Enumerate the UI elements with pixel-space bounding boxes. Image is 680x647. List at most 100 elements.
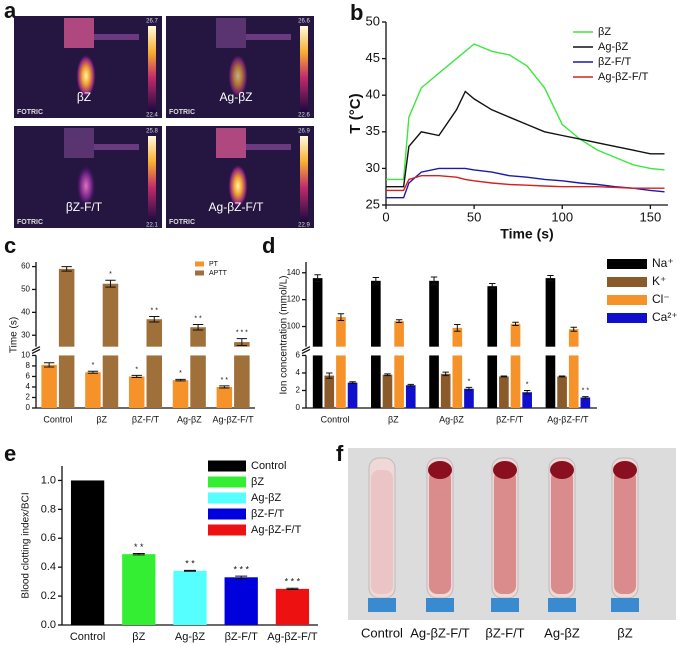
image-label: βZ	[77, 90, 91, 104]
error-bar	[407, 383, 414, 387]
bar	[371, 280, 381, 347]
x-tick-label: 100	[551, 209, 573, 224]
panel-letter: f	[336, 441, 344, 466]
legend-swatch	[208, 508, 246, 520]
y-axis-label: Blood clotting index/BCI	[21, 492, 32, 598]
legend-swatch	[607, 277, 647, 287]
bar	[216, 386, 233, 408]
bar	[394, 355, 404, 408]
legend-label: βZ-F/T	[251, 508, 284, 520]
bar	[510, 323, 521, 347]
error-bar	[570, 326, 577, 332]
y-tick-label: 140	[287, 268, 301, 277]
brand: FOTRIC	[17, 109, 43, 116]
x-tick-label: βZ-F/T	[496, 414, 524, 424]
y-tick-label: 0.6	[41, 532, 56, 544]
x-tick-label: βZ-F/T	[132, 414, 160, 424]
bar	[190, 355, 206, 408]
significance: *	[179, 370, 182, 377]
x-tick-label: Ag-βZ-F/T	[213, 414, 255, 424]
scale-max: 25.8	[146, 129, 158, 135]
x-tick-label: βZ-F/T	[225, 631, 258, 643]
clot	[493, 461, 517, 479]
error-bar	[131, 374, 142, 379]
arm	[94, 34, 139, 40]
bar	[190, 327, 206, 347]
bar	[580, 397, 591, 408]
brand: FOTRIC	[169, 219, 195, 226]
y-tick-label: 2	[296, 386, 301, 395]
bar	[146, 355, 163, 408]
clot	[550, 461, 574, 479]
axis-break	[301, 346, 311, 355]
legend-swatch	[195, 270, 204, 276]
y-tick-label: 30	[366, 160, 380, 175]
y-tick-label: 25	[366, 196, 380, 211]
error-bar	[523, 389, 531, 395]
error-bar	[465, 386, 473, 391]
error-bar	[500, 375, 508, 378]
tube-content	[614, 470, 636, 594]
error-bar	[149, 315, 160, 323]
x-tick-label: Control	[70, 631, 105, 643]
apparatus	[64, 18, 94, 48]
bar	[487, 286, 498, 347]
significance: * * *	[285, 577, 301, 587]
error-bar	[442, 371, 449, 377]
error-bar	[132, 552, 145, 556]
y-axis-label: T (°C)	[347, 93, 364, 133]
arm	[94, 144, 139, 150]
tube-label: Ag-βZ-F/T	[410, 625, 470, 640]
color-scale	[148, 26, 156, 112]
panel-letter: b	[350, 0, 363, 25]
error-bar	[337, 313, 345, 321]
legend-label: APTT	[209, 270, 228, 277]
legend-label: βZ	[251, 476, 264, 488]
error-bar	[87, 370, 99, 374]
legend-label: PT	[209, 261, 219, 268]
tube	[426, 457, 454, 612]
bar	[336, 355, 346, 408]
legend-swatch	[208, 460, 246, 472]
bar	[173, 570, 207, 625]
x-axis-label: Time (s)	[500, 226, 553, 242]
tube-content	[371, 470, 393, 594]
x-tick-label: Control	[321, 414, 350, 424]
significance: * *	[221, 377, 229, 384]
thermal-image: 26.7 22.4 FOTRIC βZ	[14, 16, 162, 119]
x-tick-label: Control	[43, 414, 72, 424]
bar	[312, 278, 323, 347]
y-tick-label: 0.8	[41, 503, 56, 515]
error-bar	[236, 338, 248, 347]
bar	[146, 319, 163, 347]
y-tick-label: 40	[21, 307, 30, 316]
y-tick-label: 60	[21, 262, 30, 271]
y-axis-label: Time (s)	[9, 317, 20, 353]
legend-swatch	[607, 313, 647, 323]
y-axis-label: Ion concentration (mmol/L)	[279, 276, 290, 395]
y-tick-label: 50	[366, 13, 380, 28]
significance: *	[526, 381, 529, 388]
hot-spot	[228, 54, 248, 98]
cap	[548, 598, 576, 612]
error-bar	[395, 319, 403, 323]
bar	[102, 283, 119, 347]
error-bar	[184, 569, 196, 572]
tube	[368, 457, 396, 612]
y-tick-label: 6	[296, 351, 301, 360]
y-tick-label: 0	[296, 403, 301, 412]
thermal-image: 26.6 22.6 FOTRIC Ag-βZ	[166, 16, 314, 119]
bar	[464, 388, 474, 408]
x-tick-label: 0	[382, 209, 389, 224]
image-label: Ag-βZ	[220, 90, 253, 104]
legend-label: Ag-βZ-F/T	[598, 71, 649, 83]
significance: *	[109, 271, 112, 278]
bar	[452, 355, 463, 408]
tube-content	[429, 470, 451, 594]
arm	[246, 144, 291, 150]
line	[386, 167, 665, 199]
clot	[428, 461, 452, 479]
hot-spot	[76, 54, 96, 98]
apparatus	[64, 128, 94, 158]
